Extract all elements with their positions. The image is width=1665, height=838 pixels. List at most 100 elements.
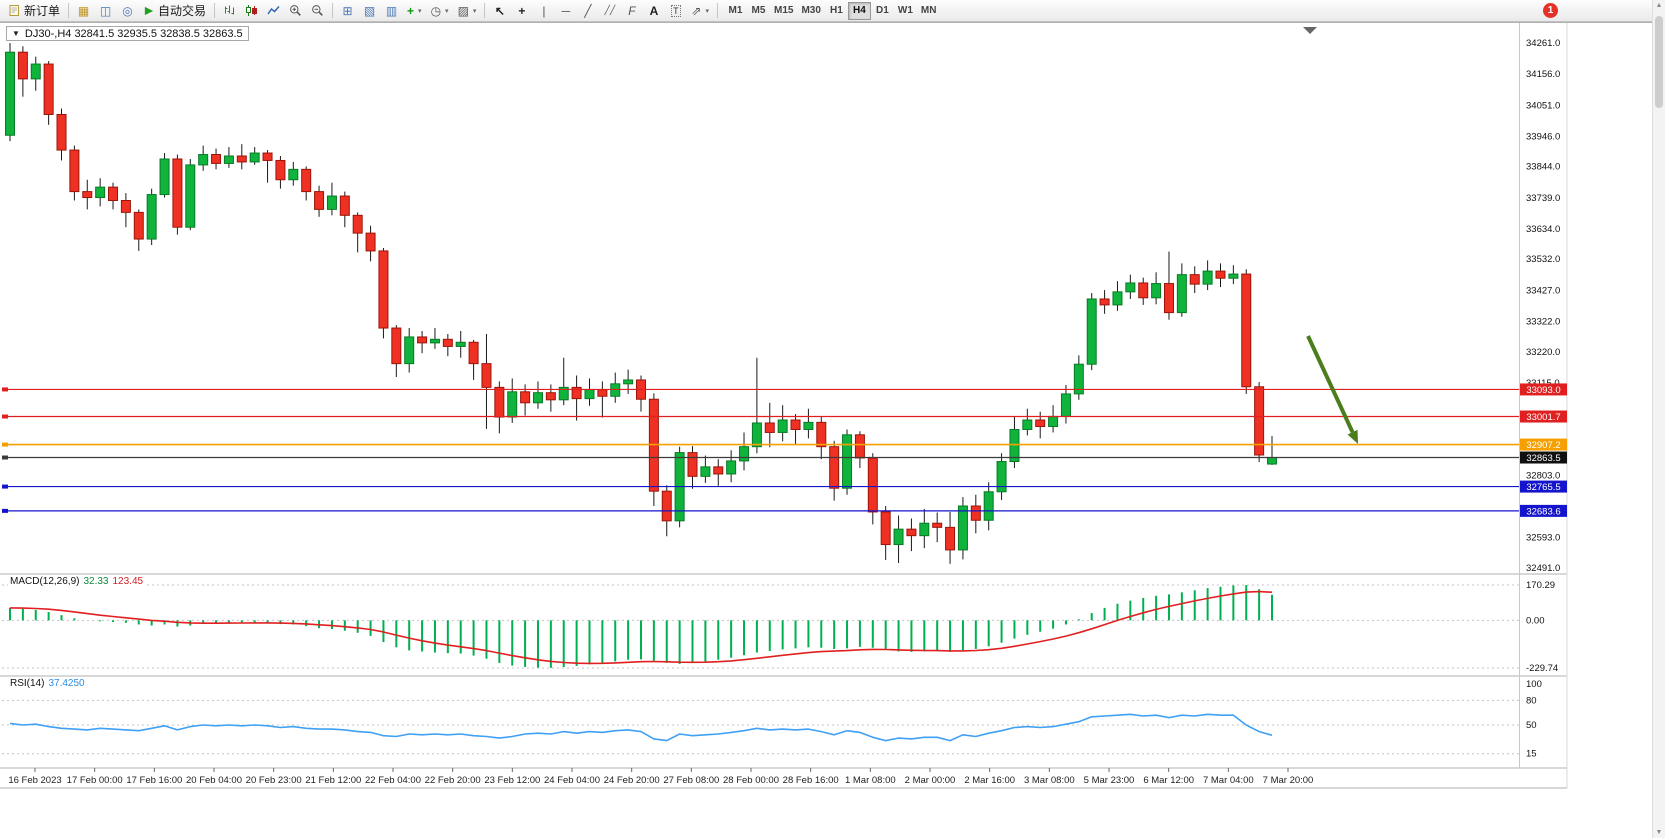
vertical-scrollbar[interactable]: ▲ ▼ (1652, 0, 1665, 838)
navigator-button[interactable]: ◎ (117, 1, 138, 20)
svg-text:33427.0: 33427.0 (1526, 285, 1560, 296)
line-edge-marker (2, 455, 8, 460)
line-chart-button[interactable] (263, 1, 284, 20)
svg-text:32803.0: 32803.0 (1526, 470, 1560, 481)
price-tag (1520, 504, 1567, 517)
trendline-icon: ╱ (584, 3, 592, 18)
svg-text:20 Feb 23:00: 20 Feb 23:00 (246, 775, 302, 786)
chevron-down-icon[interactable]: ▼ (12, 29, 20, 38)
channel-icon: ╱╱ (604, 5, 616, 15)
rsi-panel[interactable]: 100 80 50 15 (2, 679, 1542, 760)
vertical-line-tool-button[interactable]: | (533, 1, 554, 20)
svg-text:32593.0: 32593.0 (1526, 533, 1560, 544)
timeframe-button-m30[interactable]: M30 (797, 2, 824, 20)
rsi-name: RSI(14) (10, 678, 45, 689)
tile-windows-button[interactable]: ⊞ (337, 1, 358, 20)
bar-chart-icon (225, 5, 235, 15)
line-edge-marker (2, 508, 8, 513)
timeframe-button-m5[interactable]: M5 (747, 2, 770, 20)
notification-badge[interactable]: 1 (1543, 3, 1558, 18)
svg-text:-229.74: -229.74 (1526, 663, 1558, 674)
svg-text:2 Mar 00:00: 2 Mar 00:00 (905, 775, 956, 786)
timeframe-button-m15[interactable]: M15 (770, 2, 797, 20)
scroll-down-icon[interactable]: ▼ (1655, 829, 1663, 836)
fibonacci-tool-button[interactable]: F (621, 1, 642, 20)
macd-panel[interactable]: 170.29 0.00 -229.74 (2, 580, 1558, 674)
arrows-tool-button[interactable]: ⇗ ▾ (687, 1, 713, 20)
timeframe-button-d1[interactable]: D1 (871, 2, 894, 20)
trend-arrow-annotation[interactable] (1306, 335, 1358, 444)
indicators-button[interactable]: + ▾ (403, 1, 426, 20)
svg-text:16 Feb 2023: 16 Feb 2023 (8, 775, 61, 786)
price-tag (1520, 383, 1567, 396)
svg-text:28 Feb 16:00: 28 Feb 16:00 (783, 775, 839, 786)
svg-text:33844.0: 33844.0 (1526, 162, 1560, 173)
zoom-out-button[interactable] (307, 1, 328, 20)
periods-button[interactable]: ◷ ▾ (427, 1, 453, 20)
text-tool-button[interactable]: A (643, 1, 664, 20)
macd-name: MACD(12,26,9) (10, 576, 80, 587)
svg-text:27 Feb 08:00: 27 Feb 08:00 (663, 775, 719, 786)
svg-text:24 Feb 20:00: 24 Feb 20:00 (604, 775, 660, 786)
bar-chart-button[interactable] (219, 1, 240, 20)
cursor-icon: ↖ (494, 3, 505, 18)
svg-text:33115.0: 33115.0 (1526, 378, 1560, 389)
timeframe-button-h4[interactable]: H4 (847, 1, 871, 20)
data-window-button[interactable]: ◫ (95, 1, 116, 20)
svg-text:17 Feb 00:00: 17 Feb 00:00 (67, 775, 123, 786)
svg-text:21 Feb 12:00: 21 Feb 12:00 (305, 775, 361, 786)
svg-text:34051.0: 34051.0 (1526, 100, 1560, 111)
rsi-value: 37.4250 (48, 678, 85, 689)
svg-text:24 Feb 04:00: 24 Feb 04:00 (544, 775, 600, 786)
svg-text:34261.0: 34261.0 (1526, 38, 1560, 49)
candlestick-chart-icon (246, 5, 258, 16)
timeframe-button-mn[interactable]: MN (917, 2, 941, 20)
svg-text:33093.0: 33093.0 (1526, 385, 1560, 396)
price-axis[interactable]: 34261.0 34156.0 34051.0 33946.0 33844.0 33739… (1526, 38, 1560, 574)
horizontal-lines[interactable]: 33093.0 33001.7 32907.2 32863.5 32765.5 32683… (2, 383, 1567, 517)
macd-label: MACD(12,26,9) 32.33 123.45 (8, 576, 146, 587)
label-tool-button[interactable]: T (665, 1, 686, 20)
trendline-tool-button[interactable]: ╱ (577, 1, 598, 20)
candlestick-chart-button[interactable] (241, 1, 262, 20)
timeframe-button-w1[interactable]: W1 (894, 2, 917, 20)
new-chart-button[interactable]: ▧ (359, 1, 380, 20)
price-chart[interactable]: 34261.0 34156.0 34051.0 33946.0 33844.0 33739… (0, 22, 1665, 838)
profiles-icon: ▥ (385, 3, 398, 18)
macd-main-value: 32.33 (83, 576, 109, 587)
svg-text:34156.0: 34156.0 (1526, 69, 1560, 80)
timeframe-button-m1[interactable]: M1 (724, 2, 747, 20)
zoom-out-icon (312, 5, 323, 16)
svg-text:5 Mar 23:00: 5 Mar 23:00 (1084, 775, 1135, 786)
price-tag (1520, 480, 1567, 493)
symbol-ohlc-text: DJ30-,H4 32841.5 32935.5 32838.5 32863.5 (24, 27, 243, 40)
channel-tool-button[interactable]: ╱╱ (599, 1, 620, 20)
chart-shift-marker[interactable] (1303, 27, 1317, 34)
autotrade-button[interactable]: 自动交易 (139, 1, 210, 20)
crosshair-tool-button[interactable]: + (511, 1, 532, 20)
line-edge-marker (2, 387, 8, 392)
cursor-tool-button[interactable]: ↖ (489, 1, 510, 20)
toolbar-separator (717, 3, 718, 18)
market-watch-icon: ▦ (77, 3, 90, 18)
new-order-button[interactable]: 新订单 (4, 1, 64, 20)
new-order-label: 新订单 (24, 4, 61, 18)
time-axis[interactable]: 16 Feb 2023 17 Feb 00:00 17 Feb 16:00 20 Fe… (8, 768, 1313, 786)
chart-window[interactable]: 34261.0 34156.0 34051.0 33946.0 33844.0 33739… (0, 22, 1665, 838)
templates-button[interactable]: ▨ ▾ (454, 1, 481, 20)
symbol-info[interactable]: ▼ DJ30-,H4 32841.5 32935.5 32838.5 32863… (6, 26, 249, 41)
timeframe-button-h1[interactable]: H1 (825, 2, 848, 20)
label-tool-icon: T (671, 4, 681, 17)
scrollbar-thumb[interactable] (1655, 16, 1663, 108)
scroll-up-icon[interactable]: ▲ (1655, 2, 1663, 9)
svg-text:2 Mar 16:00: 2 Mar 16:00 (964, 775, 1015, 786)
candlesticks[interactable] (5, 43, 1277, 564)
data-window-icon: ◫ (99, 3, 112, 18)
horizontal-line-icon: ─ (561, 3, 571, 18)
profiles-button[interactable]: ▥ (381, 1, 402, 20)
market-watch-button[interactable]: ▦ (73, 1, 94, 20)
svg-text:1 Mar 08:00: 1 Mar 08:00 (845, 775, 896, 786)
svg-text:3 Mar 08:00: 3 Mar 08:00 (1024, 775, 1075, 786)
horizontal-line-tool-button[interactable]: ─ (555, 1, 576, 20)
zoom-in-button[interactable] (285, 1, 306, 20)
